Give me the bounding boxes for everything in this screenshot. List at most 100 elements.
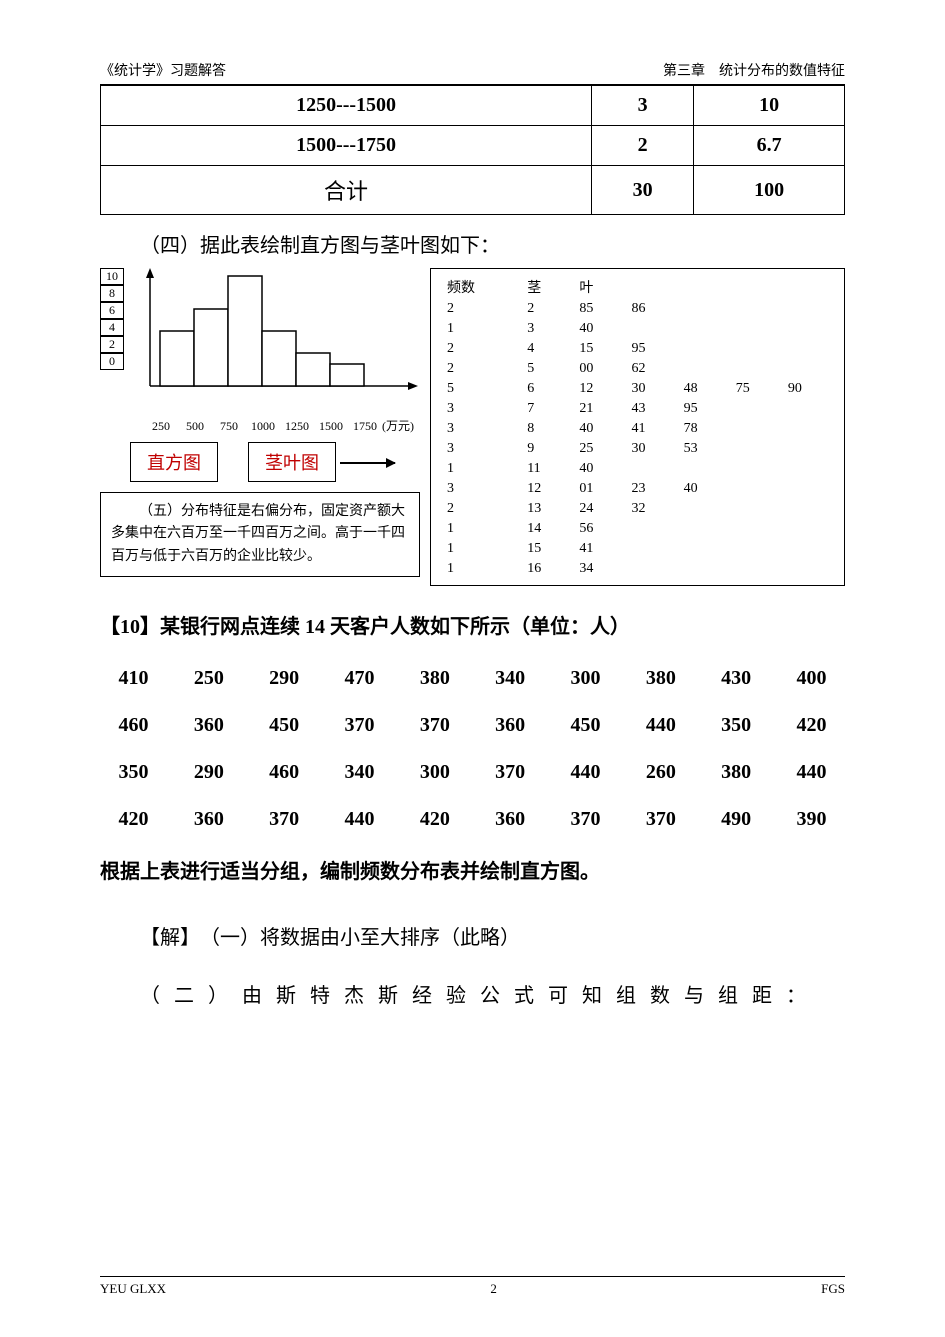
stemleaf-leaf: 95 [678,399,730,419]
data-cell: 250 [175,667,242,690]
data-cell: 360 [477,808,544,831]
stemleaf-freq: 1 [441,459,521,479]
stemleaf-leaf [730,339,782,359]
stemleaf-leaf: 23 [625,479,677,499]
data-row: 410250290470380340300380430400 [100,667,845,690]
stemleaf-leaf [678,319,730,339]
ytick-box: 6 [100,302,124,319]
stemleaf-leaf [625,319,677,339]
stemleaf-freq: 5 [441,379,521,399]
stemleaf-leaf: 43 [625,399,677,419]
stemleaf-stem: 6 [521,379,573,399]
stemleaf-leaf [678,499,730,519]
stemleaf-leaf: 00 [573,359,625,379]
stemleaf-leaf: 30 [625,379,677,399]
stemleaf-freq: 3 [441,439,521,459]
table-pct-cell: 10 [694,86,845,126]
arrow-icon [340,462,395,464]
stemleaf-stem: 13 [521,499,573,519]
stemleaf-label: 茎叶图 [248,442,336,482]
stemleaf-freq: 1 [441,559,521,579]
stemleaf-leaf [730,539,782,559]
stemleaf-leaf [782,439,834,459]
section4-title: （四）据此表绘制直方图与茎叶图如下： [140,229,845,258]
data-cell: 440 [326,808,393,831]
stemleaf-leaf: 62 [625,359,677,379]
ytick-box: 10 [100,268,124,285]
table-freq-cell: 3 [592,86,694,126]
stemleaf-leaf [730,399,782,419]
histogram-svg [130,268,420,408]
stemleaf-leaf: 40 [573,319,625,339]
stemleaf-freq: 1 [441,539,521,559]
stemleaf-stem: 9 [521,439,573,459]
stemleaf-leaf: 40 [573,459,625,479]
page-header: 《统计学》习题解答 第三章 统计分布的数值特征 [100,60,845,85]
data-cell: 350 [703,714,770,737]
data-cell: 430 [703,667,770,690]
table-range-cell: 合计 [101,166,592,215]
data-cell: 420 [100,808,167,831]
stemleaf-leaf [782,459,834,479]
data-cell: 370 [326,714,393,737]
stemleaf-stem: 7 [521,399,573,419]
stemleaf-header: 频数 [441,275,521,299]
stemleaf-leaf [782,339,834,359]
x-axis-labels: 2505007501000125015001750(万元) [144,417,420,434]
solution-line1: 【解】 （一）将数据由小至大排序（此略） [140,914,845,962]
data-cell: 360 [175,714,242,737]
ytick-column: 1086420 [100,268,124,370]
question-10-title: 【10】某银行网点连续 14 天客户人数如下所示（单位：人） [100,610,845,639]
stemleaf-leaf [730,479,782,499]
stemleaf-leaf [730,419,782,439]
stemleaf-leaf [730,519,782,539]
stemleaf-leaf: 90 [782,379,834,399]
stemleaf-leaf [678,459,730,479]
ytick-box: 2 [100,336,124,353]
page-footer: YEU GLXX 2 FGS [100,1276,845,1297]
data-cell: 460 [100,714,167,737]
stemleaf-leaf [782,499,834,519]
stemleaf-leaf: 78 [678,419,730,439]
histogram-bar [160,331,194,386]
stemleaf-leaf [730,439,782,459]
solution-line2: （二）由斯特杰斯经验公式可知组数与组距： [140,972,845,1020]
data-cell: 420 [778,714,845,737]
stemleaf-leaf: 01 [573,479,625,499]
header-left: 《统计学》习题解答 [100,60,226,80]
data-cell: 370 [552,808,619,831]
table-pct-cell: 6.7 [694,126,845,166]
stemleaf-stem: 2 [521,299,573,319]
stemleaf-stem: 16 [521,559,573,579]
stemleaf-leaf: 75 [730,379,782,399]
stemleaf-freq: 1 [441,519,521,539]
stemleaf-leaf: 48 [678,379,730,399]
histogram-bar [228,276,262,386]
stemleaf-freq: 2 [441,339,521,359]
data-cell: 390 [778,808,845,831]
ytick-box: 4 [100,319,124,336]
stemleaf-leaf [625,539,677,559]
data-cell: 300 [552,667,619,690]
stemleaf-freq: 2 [441,299,521,319]
stemleaf-leaf [782,399,834,419]
stemleaf-stem: 4 [521,339,573,359]
stemleaf-stem: 15 [521,539,573,559]
stemleaf-leaf [678,539,730,559]
data-cell: 360 [477,714,544,737]
stemleaf-leaf: 25 [573,439,625,459]
data-cell: 400 [778,667,845,690]
stemleaf-stem: 5 [521,359,573,379]
data-cell: 380 [703,761,770,784]
stemleaf-leaf [782,519,834,539]
histogram-bar [330,364,364,386]
stemleaf-leaf [730,459,782,479]
stemleaf-leaf [730,499,782,519]
data-cell: 290 [251,667,318,690]
data-cell: 340 [477,667,544,690]
stemleaf-leaf [678,559,730,579]
data-cell: 290 [175,761,242,784]
stemleaf-leaf [730,359,782,379]
data-cell: 380 [401,667,468,690]
stemleaf-leaf: 40 [573,419,625,439]
